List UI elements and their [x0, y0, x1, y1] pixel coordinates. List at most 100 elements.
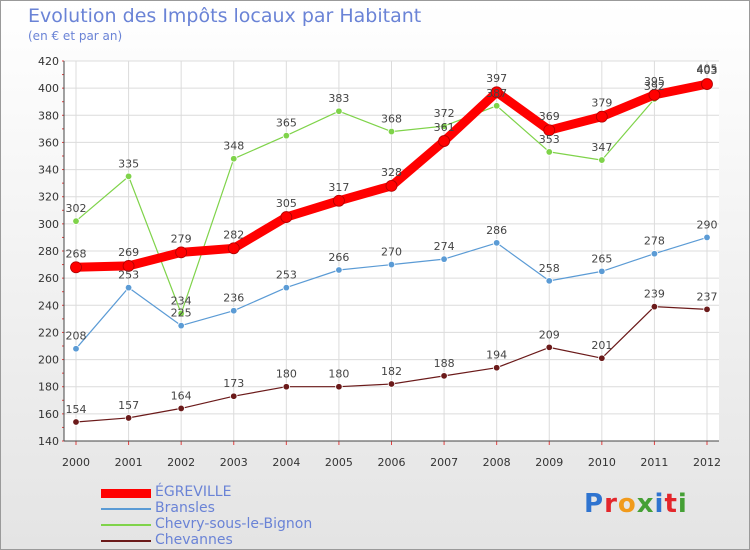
logo-letter: x — [636, 489, 655, 519]
data-point — [492, 102, 501, 110]
data-label: 180 — [276, 368, 297, 381]
data-point — [545, 148, 553, 156]
x-tick-label: 2003 — [220, 456, 248, 469]
data-point — [72, 418, 80, 426]
x-tick-label: 2008 — [483, 456, 511, 469]
data-label: 290 — [697, 218, 718, 231]
data-point — [490, 86, 503, 99]
legend-label-egreville: ÉGREVILLE — [155, 484, 232, 500]
chart-title: Evolution des Impôts locaux par Habitant — [28, 5, 422, 27]
logo-letter: i — [677, 489, 688, 519]
x-tick-label: 2009 — [535, 456, 563, 469]
data-point — [595, 110, 608, 123]
data-point — [385, 179, 398, 192]
data-label: 253 — [118, 269, 139, 282]
data-point — [703, 233, 711, 242]
data-point — [545, 277, 553, 285]
data-label: 258 — [539, 262, 560, 275]
data-label: 269 — [118, 246, 139, 259]
data-label: 347 — [591, 141, 612, 154]
x-tick-label: 2010 — [588, 456, 616, 469]
legend-swatch-chevannes — [101, 540, 151, 542]
legend-swatch-bransles — [101, 508, 151, 510]
y-tick-label: 240 — [38, 299, 59, 312]
data-label: 368 — [381, 113, 402, 126]
data-label: 302 — [66, 202, 87, 215]
x-tick-label: 2002 — [167, 456, 195, 469]
data-label: 397 — [486, 72, 507, 85]
x-tick-label: 2007 — [430, 456, 458, 469]
data-point — [387, 380, 396, 388]
data-point — [387, 260, 396, 269]
y-tick-label: 280 — [38, 245, 59, 258]
x-tick-label: 2005 — [325, 456, 353, 469]
data-point — [492, 239, 501, 247]
y-tick-label: 320 — [38, 191, 59, 204]
data-point — [72, 217, 80, 225]
x-tick-label: 2001 — [115, 456, 143, 469]
data-point — [72, 345, 80, 353]
data-label: 369 — [539, 110, 560, 123]
legend-label-bransles: Bransles — [155, 500, 215, 516]
y-tick-label: 300 — [38, 218, 59, 231]
data-point — [438, 135, 450, 147]
data-label: 225 — [171, 307, 192, 320]
logo-letter: r — [604, 489, 618, 519]
data-label: 180 — [328, 368, 349, 381]
logo-letter: t — [664, 489, 678, 519]
y-tick-label: 180 — [38, 381, 59, 394]
data-point — [598, 354, 606, 362]
data-label: 194 — [486, 349, 507, 362]
data-point — [227, 242, 240, 255]
data-point — [70, 261, 82, 274]
data-point — [387, 127, 396, 136]
data-label: 279 — [171, 232, 192, 245]
data-label: 405 — [697, 62, 718, 75]
data-label: 265 — [591, 252, 612, 265]
data-point — [492, 364, 501, 372]
data-point — [648, 89, 661, 101]
data-point — [230, 307, 238, 315]
data-label: 234 — [171, 294, 192, 307]
data-point — [177, 321, 185, 330]
data-label: 403 — [697, 64, 718, 77]
data-label: 282 — [223, 228, 244, 241]
data-label: 365 — [276, 117, 297, 130]
data-label: 157 — [118, 399, 139, 412]
data-label: 182 — [381, 365, 402, 378]
y-tick-label: 260 — [38, 272, 59, 285]
data-point — [701, 78, 713, 90]
y-tick-label: 380 — [38, 109, 59, 122]
data-label: 335 — [118, 157, 139, 170]
data-label: 392 — [644, 80, 665, 93]
data-point — [335, 266, 343, 274]
chart-subtitle: (en € et par an) — [28, 29, 123, 43]
y-tick-label: 360 — [38, 136, 59, 149]
data-label: 361 — [434, 121, 455, 134]
logo-letter: i — [654, 489, 665, 519]
x-tick-label: 2000 — [62, 456, 90, 469]
data-label: 317 — [328, 181, 349, 194]
data-label: 353 — [539, 133, 560, 146]
legend-swatch-chevry — [101, 524, 151, 526]
x-tick-label: 2012 — [693, 456, 721, 469]
data-label: 383 — [328, 92, 349, 105]
data-label: 237 — [697, 290, 718, 303]
proxiti-logo: Proxiti — [584, 489, 688, 519]
data-point — [440, 255, 448, 263]
y-tick-label: 160 — [38, 408, 59, 421]
data-label: 387 — [486, 87, 507, 100]
data-label: 239 — [644, 288, 665, 301]
legend-label-chevannes: Chevannes — [155, 532, 233, 548]
data-label: 173 — [223, 377, 244, 390]
y-tick-label: 340 — [38, 164, 59, 177]
data-point — [598, 267, 606, 276]
data-label: 278 — [644, 235, 665, 248]
data-point — [177, 309, 185, 318]
y-tick-label: 140 — [38, 435, 59, 448]
x-tick-label: 2006 — [378, 456, 406, 469]
data-point — [124, 414, 133, 422]
data-point — [280, 211, 293, 223]
logo-letter: o — [617, 489, 637, 519]
